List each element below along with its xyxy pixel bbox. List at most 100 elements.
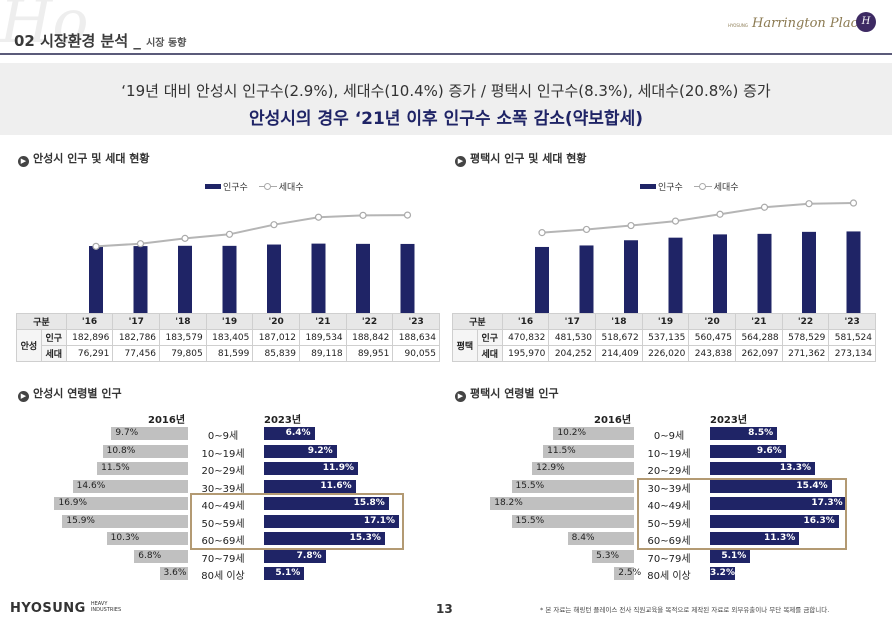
table-header-year: '17 (548, 313, 597, 330)
play-icon: ▶ (18, 156, 29, 167)
table-cell: 560,475 (688, 329, 736, 346)
age-bar-2016: 3.6% (159, 567, 188, 580)
pyeongtaek-age-chart: 2016년 2023년 10.2% 0~9세 8.5% 11.5% 10~19세 9.6% 12… (446, 405, 892, 595)
households-point-4 (225, 230, 234, 238)
table-cell: 578,529 (781, 329, 830, 346)
age-bar-2023: 8.5% (710, 427, 778, 440)
table-cell: 537,135 (641, 329, 690, 346)
page-title: 02 시장환경 분석 _ 시장 동향 (14, 30, 186, 51)
population-bar-2 (133, 246, 148, 313)
pyeongtaek-age-highlight (637, 478, 847, 550)
households-point-7 (359, 211, 367, 219)
age-group-label: 80세 이상 (201, 571, 245, 582)
table-header-year: '19 (641, 313, 690, 330)
age-group-label: 80세 이상 (647, 571, 691, 582)
play-icon: ▶ (455, 156, 466, 167)
households-point-5 (270, 221, 278, 229)
header-divider (0, 53, 892, 55)
households-point-6 (314, 213, 323, 221)
age-group-label: 10~19세 (647, 448, 691, 460)
table-row-population: 평택 인구 470,832 481,530 518,672 537,135 560,475 5… (452, 329, 876, 362)
table-cell: 85,839 (252, 345, 300, 362)
legend-line-swatch (693, 183, 712, 190)
anseong-population-chart (89, 211, 415, 313)
age-bar-2016: 15.5% (511, 479, 634, 493)
table-region-label: 안성 (16, 329, 42, 362)
age-bar-2016: 10.3% (106, 532, 188, 545)
table-cell: 183,579 (159, 329, 207, 346)
brand-script-text: Harrington Place (752, 16, 866, 31)
table-cell: 204,252 (548, 345, 597, 362)
population-bar-7 (356, 243, 370, 313)
table-cell: 182,896 (65, 329, 114, 346)
table-cell: 81,599 (205, 345, 254, 362)
table-row-label: 인구 (476, 329, 503, 346)
age-group-label: 0~9세 (207, 431, 239, 442)
age-bar-2023: 15.4% (710, 479, 832, 493)
age-bar-2016: 11.5% (97, 462, 188, 475)
age-group-label: 40~49세 (647, 501, 691, 512)
households-point-1 (92, 242, 100, 250)
age-bar-2016: 12.9% (532, 462, 634, 475)
age-bar-2023: 5.1% (710, 549, 751, 563)
age-bar-2023: 6.4% (264, 427, 315, 440)
age-bar-2023: 15.8% (264, 497, 389, 510)
section-title: 02 시장환경 분석 (14, 32, 129, 50)
table-row-label: 세대 (40, 345, 67, 362)
age-group-label: 30~39세 (647, 483, 691, 495)
title-separator: _ (133, 32, 141, 50)
table-header-category: 구분 (452, 313, 503, 330)
age-bar-2016: 10.8% (102, 444, 188, 458)
age-bar-2023: 3.2% (710, 567, 736, 580)
population-bar-7 (802, 231, 816, 313)
decorative-watermark: Ho (0, 0, 89, 57)
play-icon: ▶ (18, 391, 29, 402)
legend-bar-swatch (205, 184, 221, 189)
legend-households: 세대수 (713, 183, 739, 193)
brand-emblem-icon: H (856, 12, 876, 32)
age-bar-2023: 17.1% (264, 514, 400, 528)
legend-population: 인구수 (658, 183, 683, 193)
table-cell: 273,134 (828, 345, 876, 362)
households-point-7 (805, 200, 813, 208)
table-header-year: '21 (735, 313, 783, 330)
legend-households: 세대수 (278, 183, 304, 193)
age-group-label: 70~79세 (201, 553, 245, 565)
age-bar-2016: 9.7% (111, 427, 188, 440)
table-cell: 188,842 (345, 329, 394, 346)
anseong-age-section-title: ▶ 안성시 연령별 인구 (18, 385, 122, 402)
summary-line-1: ‘19년 대비 안성시 인구수(2.9%), 세대수(10.4%) 증가 / 평… (121, 82, 771, 100)
table-cell: 79,805 (159, 345, 207, 362)
table-cell: 189,534 (299, 329, 347, 346)
age-bar-2023: 13.3% (710, 462, 816, 475)
table-cell: 76,291 (65, 345, 114, 362)
age-bar-2016: 15.5% (511, 514, 634, 528)
population-bar-8 (846, 231, 861, 313)
age-group-label: 60~69세 (647, 536, 691, 547)
age-year-2016: 2016년 (148, 415, 186, 426)
table-cell: 195,970 (501, 345, 550, 362)
age-year-2023: 2023년 (264, 415, 302, 426)
age-bar-2016: 5.3% (592, 549, 634, 563)
table-header-year: '19 (205, 313, 254, 330)
table-cell: 470,832 (501, 329, 550, 346)
age-group-label: 50~59세 (647, 518, 691, 530)
table-cell: 481,530 (548, 329, 597, 346)
play-icon: ▶ (455, 391, 466, 402)
page-number: 13 (436, 602, 453, 616)
legend-population: 인구수 (223, 183, 248, 193)
table-cell: 214,409 (595, 345, 643, 362)
table-cell: 564,288 (735, 329, 783, 346)
age-group-label: 60~69세 (201, 536, 245, 547)
age-bar-2016: 8.4% (567, 532, 634, 545)
hyosung-footer-logo: HYOSUNG HEAVY INDUSTRIES (10, 601, 122, 616)
anseong-population-table: 구분 '16'17'18'19'20'21'22'23 안성 인구 182,896 182… (16, 313, 440, 362)
population-bar-6 (311, 243, 326, 313)
population-bar-1 (535, 246, 549, 313)
table-cell: 89,118 (299, 345, 347, 362)
population-bar-4 (668, 237, 683, 313)
age-bar-2023: 5.1% (264, 567, 305, 580)
households-point-8 (403, 211, 412, 219)
age-group-label: 10~19세 (201, 448, 245, 460)
anseong-age-chart: 2016년 2023년 9.7% 0~9세 6.4% 10.8% 10~19세 9.2% 11.… (0, 405, 446, 595)
